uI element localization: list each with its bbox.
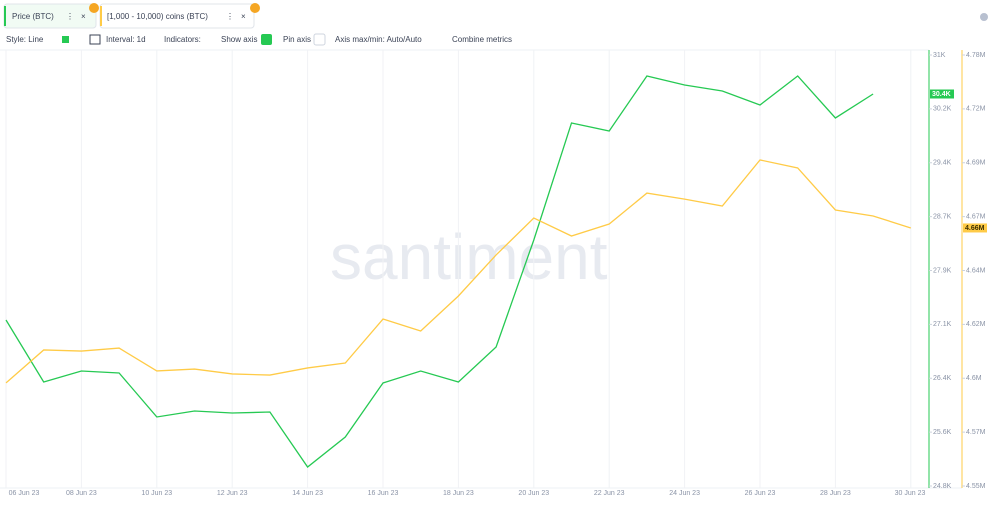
y-tick-label: 4.55M xyxy=(966,483,986,490)
close[interactable]: × xyxy=(81,12,86,21)
y-tick-label: 4.67M xyxy=(966,213,986,220)
x-tick-label: 06 Jun 23 xyxy=(9,490,40,497)
y-tick-label: 4.64M xyxy=(966,267,986,274)
y-tick-label: 26.4K xyxy=(933,375,952,382)
pin-axis[interactable]: Pin axis xyxy=(283,35,311,44)
series-line xyxy=(5,159,911,384)
checkbox[interactable] xyxy=(313,33,326,46)
value-badge xyxy=(963,223,987,233)
menu-dots[interactable]: ⋮ xyxy=(226,12,234,21)
tab-color xyxy=(100,6,102,26)
y-tick-label: 4.57M xyxy=(966,429,986,436)
x-tick-label: 08 Jun 23 xyxy=(66,490,97,497)
x-tick-label: 18 Jun 23 xyxy=(443,490,474,497)
watermark: santiment xyxy=(330,221,608,293)
color-select[interactable] xyxy=(62,36,69,43)
show-axis[interactable]: Show axis xyxy=(221,35,257,44)
style-select[interactable]: Style: Line xyxy=(6,35,44,44)
y-tick-label: 4.72M xyxy=(966,106,986,113)
y-tick-label: 27.9K xyxy=(933,267,952,274)
x-tick-label: 22 Jun 23 xyxy=(594,490,625,497)
close[interactable]: × xyxy=(241,12,246,21)
menu-dots[interactable]: ⋮ xyxy=(66,12,74,21)
y-tick-label: 29.4K xyxy=(933,160,952,167)
y-tick-label: 27.1K xyxy=(933,321,952,328)
badge-icon xyxy=(250,3,260,13)
x-tick-label: 28 Jun 23 xyxy=(820,490,851,497)
indicators-select[interactable]: Indicators: xyxy=(164,35,201,44)
x-tick-label: 10 Jun 23 xyxy=(141,490,172,497)
y-tick-label: 4.69M xyxy=(966,160,986,167)
y-tick-label: 25.6K xyxy=(933,429,952,436)
y-tick-label: 30.2K xyxy=(933,106,952,113)
tab-label: Price (BTC) xyxy=(12,12,54,21)
y-tick-label: 31K xyxy=(933,52,946,59)
x-tick-label: 30 Jun 23 xyxy=(895,490,926,497)
interval-select[interactable]: Interval: 1d xyxy=(106,35,146,44)
y-tick-label: 28.7K xyxy=(933,213,952,220)
value-badge xyxy=(930,89,954,99)
axis-minmax[interactable]: Axis max/min: Auto/Auto xyxy=(335,35,422,44)
x-tick-label: 20 Jun 23 xyxy=(518,490,549,497)
tab-label: [1,000 - 10,000) coins (BTC) xyxy=(107,12,208,21)
x-tick-label: 26 Jun 23 xyxy=(745,490,776,497)
x-tick-label: 14 Jun 23 xyxy=(292,490,323,497)
tab-color xyxy=(4,6,6,26)
x-tick-label: 24 Jun 23 xyxy=(669,490,700,497)
y-tick-label: 4.6M xyxy=(966,375,982,382)
checkbox[interactable] xyxy=(261,34,272,45)
x-tick-label: 16 Jun 23 xyxy=(368,490,399,497)
value-badge-label: 4.66M xyxy=(965,225,985,232)
value-badge-label: 30.4K xyxy=(932,91,951,98)
series-line xyxy=(5,75,874,468)
calendar-icon xyxy=(89,34,101,45)
combine-metrics[interactable]: Combine metrics xyxy=(452,35,512,44)
y-tick-label: 24.8K xyxy=(933,483,952,490)
y-tick-label: 4.62M xyxy=(966,321,986,328)
settings-icon[interactable] xyxy=(980,13,988,21)
badge-icon xyxy=(89,3,99,13)
y-tick-label: 4.78M xyxy=(966,52,986,59)
x-tick-label: 12 Jun 23 xyxy=(217,490,248,497)
